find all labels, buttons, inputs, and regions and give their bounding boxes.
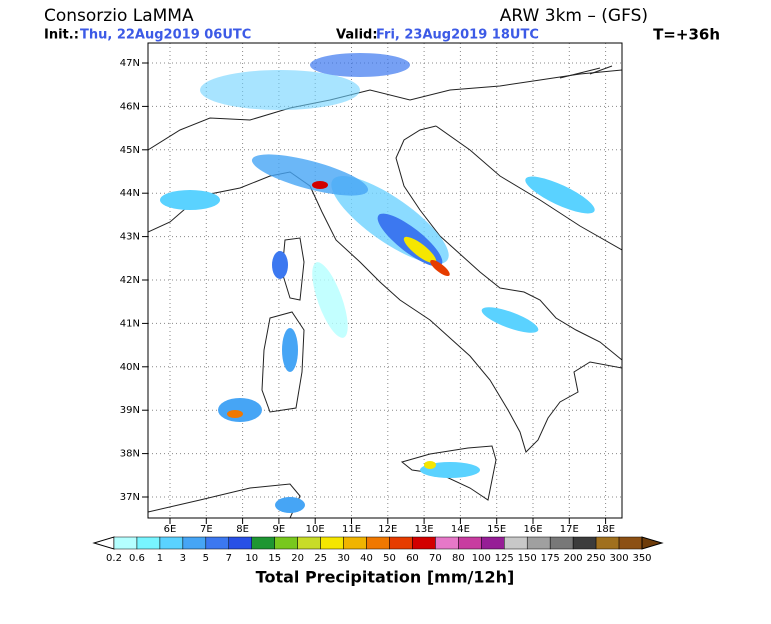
colorbar-box <box>251 536 275 550</box>
init-value: Thu, 22Aug2019 06UTC <box>80 28 251 43</box>
valid-label: Valid: <box>336 28 378 43</box>
colorbar-label: 5 <box>203 553 209 564</box>
colorbar-label: 80 <box>452 553 465 564</box>
colorbar: 0.2 0.6 1 3 5 7 10 15 20 25 30 40 50 60 70 80 100 125 150 1… <box>92 536 664 564</box>
precipitation-field <box>160 53 595 513</box>
colorbar-label: 3 <box>180 553 186 564</box>
colorbar-label: 150 <box>518 553 537 564</box>
colorbar-label: 175 <box>541 553 560 564</box>
lon-label: 16E <box>523 524 542 535</box>
colorbar-box <box>297 536 321 550</box>
colorbar-box <box>228 536 252 550</box>
lat-label: 42N <box>120 275 140 286</box>
colorbar-label: 125 <box>495 553 514 564</box>
title: Consorzio LaMMA <box>44 6 194 26</box>
colorbar-label: 60 <box>406 553 419 564</box>
colorbar-box <box>205 536 230 550</box>
colorbar-label: 350 <box>632 553 651 564</box>
colorbar-label: 20 <box>291 553 304 564</box>
colorbar-label: 30 <box>337 553 350 564</box>
colorbar-label: 25 <box>314 553 327 564</box>
colorbar-arrow <box>92 536 115 550</box>
model: ARW 3km – (GFS) <box>500 6 648 26</box>
colorbar-box <box>549 536 574 550</box>
lat-label: 45N <box>120 145 140 156</box>
colorbar-box <box>389 536 413 550</box>
lead-time: T=+36h <box>653 26 720 44</box>
valid-value: Fri, 23Aug2019 18UTC <box>376 28 539 43</box>
lat-label: 46N <box>120 101 140 112</box>
lat-label: 38N <box>120 449 140 460</box>
axis-labels: 47N 46N 45N 44N 43N 42N 41N 40N 39N 38N 37N 6E 7E 8E 9… <box>120 58 615 535</box>
colorbar-box <box>572 536 597 550</box>
land-outlines <box>148 65 622 518</box>
lat-label: 41N <box>120 318 140 329</box>
colorbar-box <box>159 536 184 550</box>
init-label: Init.: <box>44 28 79 43</box>
colorbar-box <box>113 536 138 550</box>
colorbar-label: 0.6 <box>129 553 145 564</box>
lon-label: 6E <box>164 524 177 535</box>
colorbar-label: 50 <box>383 553 396 564</box>
colorbar-label: 15 <box>268 553 281 564</box>
colorbar-label: 10 <box>245 553 258 564</box>
colorbar-label: 7 <box>226 553 232 564</box>
lon-label: 10E <box>306 524 325 535</box>
lat-label: 43N <box>120 232 140 243</box>
colorbar-box <box>182 536 207 550</box>
lon-label: 7E <box>200 524 213 535</box>
colorbar-label: 100 <box>472 553 491 564</box>
lon-label: 15E <box>487 524 506 535</box>
colorbar-box <box>458 536 482 550</box>
colorbar-box <box>481 536 505 550</box>
legend-title: Total Precipitation [mm/12h] <box>256 568 515 587</box>
colorbar-box <box>274 536 298 550</box>
colorbar-box <box>320 536 344 550</box>
colorbar-box <box>343 536 367 550</box>
colorbar-label: 200 <box>564 553 583 564</box>
lat-label: 47N <box>120 58 140 69</box>
colorbar-box <box>504 536 528 550</box>
colorbar-box <box>526 536 551 550</box>
colorbar-label: 0.2 <box>106 553 122 564</box>
lon-label: 18E <box>596 524 615 535</box>
colorbar-label: 1 <box>157 553 163 564</box>
colorbar-box <box>435 536 459 550</box>
colorbar-label: 40 <box>360 553 373 564</box>
colorbar-arrow <box>641 536 664 550</box>
colorbar-label: 300 <box>609 553 628 564</box>
colorbar-label: 70 <box>429 553 442 564</box>
lon-label: 8E <box>236 524 249 535</box>
lat-label: 39N <box>120 405 140 416</box>
lon-label: 14E <box>451 524 470 535</box>
lon-label: 17E <box>560 524 579 535</box>
colorbar-box <box>595 536 620 550</box>
colorbar-box <box>618 536 643 550</box>
lon-label: 11E <box>342 524 361 535</box>
colorbar-box <box>136 536 161 550</box>
lon-label: 9E <box>273 524 286 535</box>
lat-label: 40N <box>120 362 140 373</box>
lon-label: 12E <box>378 524 397 535</box>
colorbar-box <box>412 536 436 550</box>
lat-label: 44N <box>120 188 140 199</box>
colorbar-label: 250 <box>587 553 606 564</box>
lat-label: 37N <box>120 492 140 503</box>
colorbar-box <box>366 536 390 550</box>
lon-label: 13E <box>415 524 434 535</box>
grid <box>148 43 622 518</box>
